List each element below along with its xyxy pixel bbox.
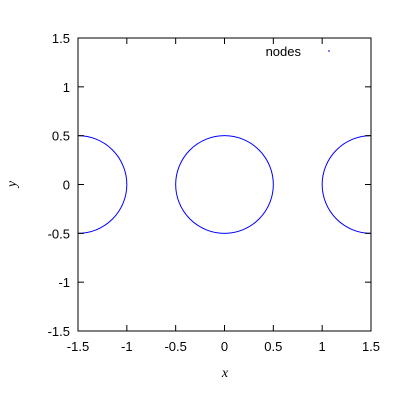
node-circle-1: [78, 135, 128, 234]
plot-marks: [78, 135, 371, 234]
y-tick-label: -1: [58, 275, 70, 290]
x-tick-label: -1: [121, 339, 133, 354]
x-tick-label: 0: [221, 339, 228, 354]
axis-ticks: -1.5 -1 -0.5 0 0.5 1 1.5 -1.5 -1 -0.5 0 0.5 1 1.5: [48, 31, 380, 354]
x-tick-label: -0.5: [164, 339, 186, 354]
y-tick-label: -1.5: [48, 324, 70, 339]
legend: nodes: [266, 44, 330, 59]
y-tick-label: 0.5: [52, 129, 70, 144]
x-axis-label: x: [221, 366, 229, 381]
node-circle-3: [321, 135, 371, 234]
node-circle-2: [175, 135, 274, 234]
y-tick-label: 1.5: [52, 31, 70, 46]
y-tick-label: -0.5: [48, 226, 70, 241]
y-tick-label: 1: [63, 80, 70, 95]
plot-frame: [77, 37, 372, 332]
x-tick-label: 1: [319, 339, 326, 354]
x-tick-label: 1.5: [362, 339, 380, 354]
x-tick-label: -1.5: [67, 339, 89, 354]
legend-label-nodes: nodes: [266, 44, 302, 59]
y-tick-label: 0: [63, 178, 70, 193]
y-axis-label: y: [5, 180, 20, 189]
x-tick-label: 0.5: [264, 339, 282, 354]
